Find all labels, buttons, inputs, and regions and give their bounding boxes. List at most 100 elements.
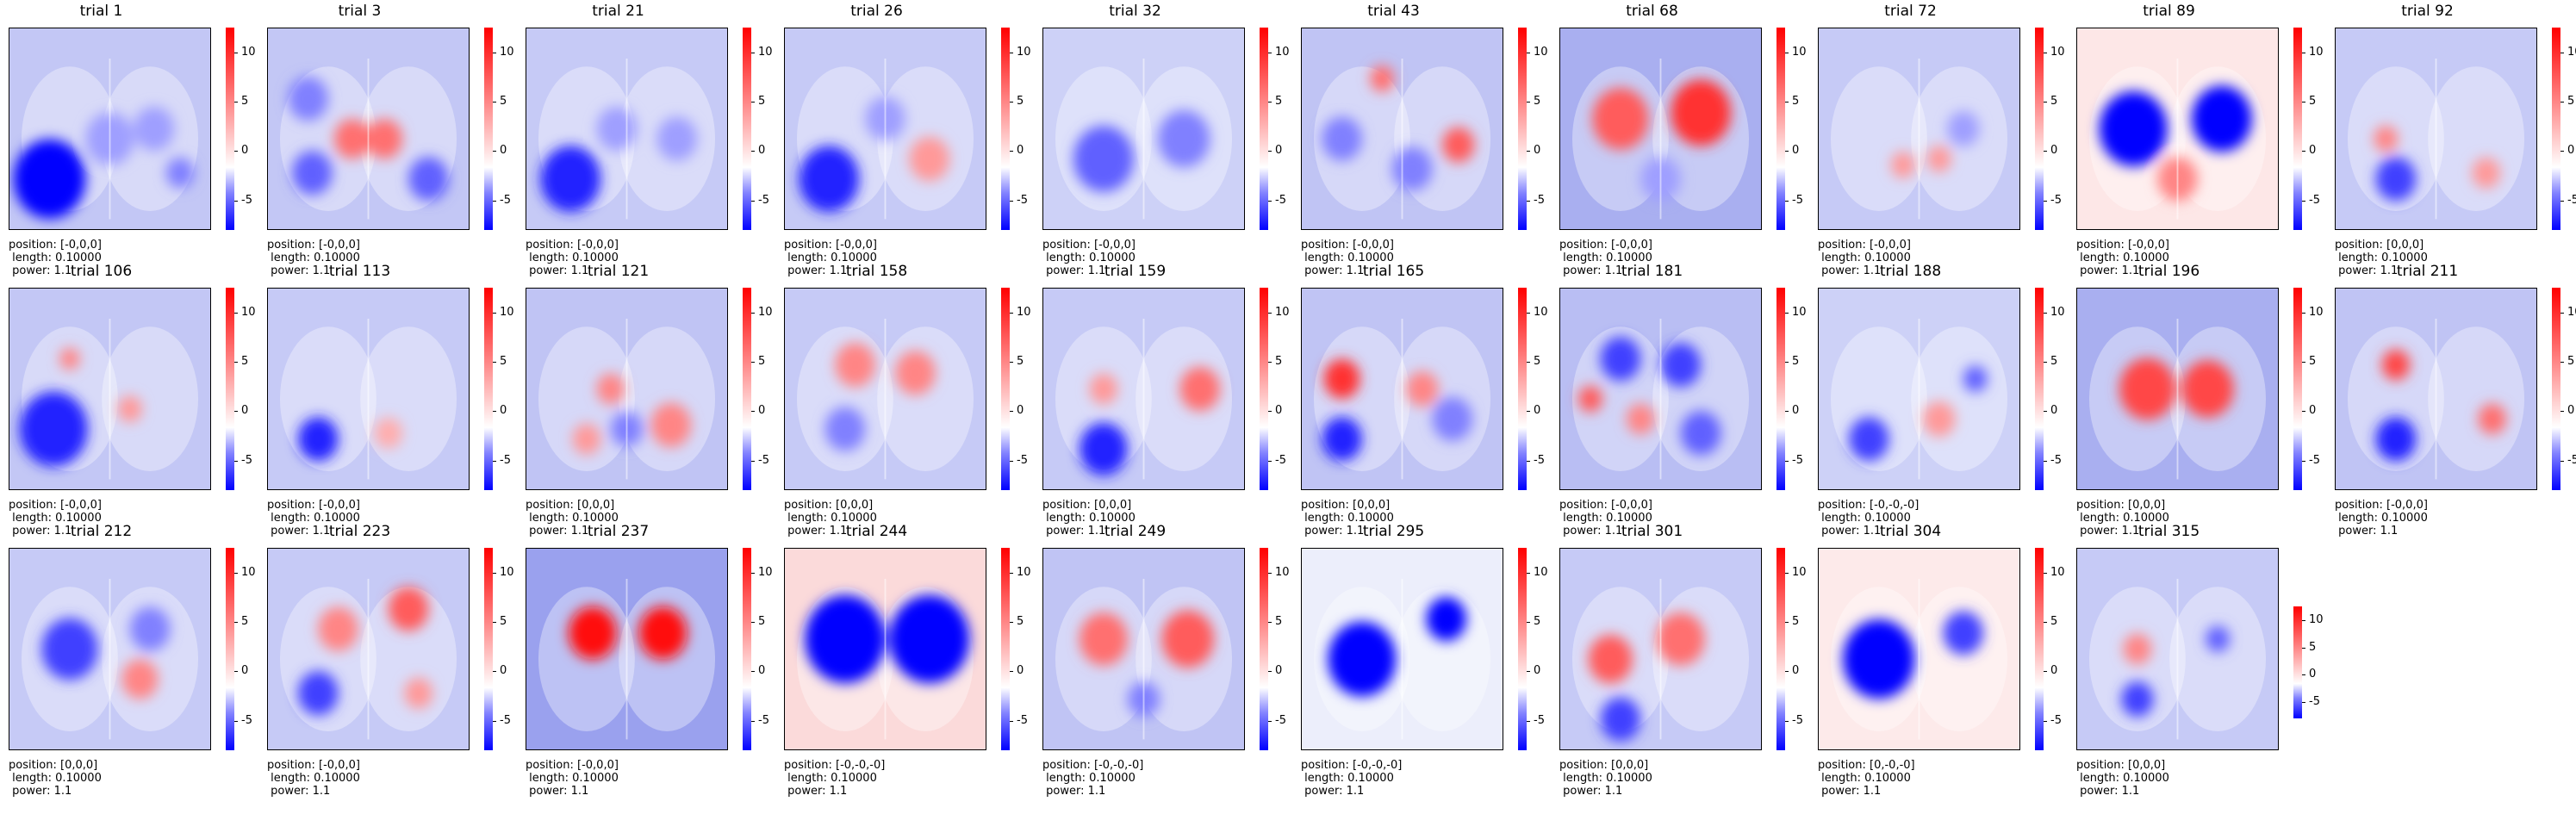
heatmap-panel: trial 32 10 5 0 -5 position: [-0,0,0] length:… xyxy=(1034,0,1292,277)
colorbar xyxy=(1260,548,1268,750)
activation-blob xyxy=(374,417,403,449)
colorbar-tick-label: 0 xyxy=(1268,405,1282,417)
colorbar-tick-label: 0 xyxy=(1010,145,1024,157)
colorbar-tick-label: 10 xyxy=(493,566,514,579)
colorbar-tick-label: 0 xyxy=(1527,665,1540,677)
trial-info: position: [0,0,0] length: 0.10000 power:… xyxy=(2076,759,2318,798)
colorbar-tick-label: -5 xyxy=(1268,714,1286,727)
trial-info: position: [-0,0,0] length: 0.10000 power… xyxy=(267,239,508,277)
hemisphere-right xyxy=(2169,587,2267,732)
activation-blob xyxy=(1600,697,1641,742)
activation-blob xyxy=(2121,681,2154,718)
heatmap-panel: trial 188 10 5 0 -5 position: [-0,-0,-0] leng… xyxy=(1809,260,2068,537)
activation-blob xyxy=(129,606,171,651)
colorbar-tick-label: 5 xyxy=(493,95,507,108)
activation-blob xyxy=(572,423,601,455)
info-position: position: [-0,0,0] xyxy=(267,499,360,512)
heatmap-panel: trial 106 10 5 0 -5 position: [-0,0,0] length… xyxy=(0,260,258,537)
colorbar-tick-label: 5 xyxy=(1785,615,1799,628)
colorbar-tick-label: 5 xyxy=(234,355,248,368)
colorbar xyxy=(2293,28,2302,230)
activation-blob xyxy=(596,106,638,152)
heatmap-image xyxy=(526,288,728,490)
colorbar-tick-label: 0 xyxy=(1268,145,1282,157)
activation-blob xyxy=(1322,417,1362,462)
trial-info: position: [-0,0,0] length: 0.10000 power… xyxy=(526,239,767,277)
panel-title: trial 223 xyxy=(328,523,391,540)
colorbar-tick-label: 0 xyxy=(493,665,507,677)
heatmap-panel: trial 295 10 5 0 -5 position: [-0,-0,-0] leng… xyxy=(1292,520,1551,798)
heatmap-panel: trial 244 10 5 0 -5 position: [-0,-0,-0] leng… xyxy=(775,520,1034,798)
info-length: length: 0.10000 xyxy=(1559,512,1652,525)
activation-blob xyxy=(2123,633,2152,665)
colorbar xyxy=(743,288,751,490)
activation-blob xyxy=(1370,65,1395,92)
info-power: power: 1.1 xyxy=(9,525,72,537)
activation-blob xyxy=(2375,417,2417,462)
hemisphere-right xyxy=(1394,587,1491,732)
colorbar xyxy=(1776,28,1785,230)
colorbar xyxy=(1518,28,1527,230)
activation-blob xyxy=(1680,411,1721,456)
heatmap-image xyxy=(1042,548,1245,750)
heatmap-image xyxy=(1301,28,1503,230)
activation-blob xyxy=(291,151,333,196)
panel-title: trial 26 xyxy=(850,3,903,20)
colorbar-tick-label: -5 xyxy=(1268,194,1286,207)
colorbar xyxy=(1776,548,1785,750)
heatmap-panel: trial 89 10 5 0 -5 position: [-0,0,0] length:… xyxy=(2068,0,2326,277)
info-position: position: [-0,0,0] xyxy=(9,499,102,512)
colorbar-tick-label: -5 xyxy=(1785,714,1803,727)
colorbar-tick-label: 10 xyxy=(493,306,514,319)
heatmap-panel: trial 196 10 5 0 -5 position: [0,0,0] length:… xyxy=(2068,260,2326,537)
heatmap-panel: trial 212 10 5 0 -5 position: [0,0,0] length:… xyxy=(0,520,258,798)
colorbar-tick-label: 0 xyxy=(493,145,507,157)
info-length: length: 0.10000 xyxy=(9,512,102,525)
colorbar-tick-label: 10 xyxy=(2044,566,2065,579)
heatmap-panel: trial 304 10 5 0 -5 position: [0,-0,-0] lengt… xyxy=(1809,520,2068,798)
activation-blob xyxy=(288,76,328,121)
colorbar-tick-label: 10 xyxy=(234,566,256,579)
activation-blob xyxy=(2478,403,2507,435)
colorbar xyxy=(2552,28,2560,230)
panel-title: trial 32 xyxy=(1109,3,1161,20)
info-position: position: [-0,0,0] xyxy=(1818,239,1911,252)
trial-info: position: [-0,0,0] length: 0.10000 power… xyxy=(267,759,508,798)
panel-title: trial 121 xyxy=(587,263,650,280)
activation-blob xyxy=(1926,146,1951,172)
info-position: position: [-0,0,0] xyxy=(1559,239,1652,252)
activation-blob xyxy=(638,606,688,660)
info-position: position: [0,-0,-0] xyxy=(1818,759,1915,772)
activation-blob xyxy=(656,116,698,161)
activation-blob xyxy=(1322,116,1362,161)
colorbar-tick-label: 0 xyxy=(234,405,248,417)
activation-blob xyxy=(1577,385,1602,413)
trial-info: position: [-0,0,0] length: 0.10000 power… xyxy=(9,239,250,277)
activation-blob xyxy=(388,587,429,631)
info-power: power: 1.1 xyxy=(1559,525,1623,537)
info-power: power: 1.1 xyxy=(784,785,848,798)
hemisphere-left xyxy=(538,326,635,472)
heatmap-panel: trial 159 10 5 0 -5 position: [0,0,0] length:… xyxy=(1034,260,1292,537)
panel-title: trial 188 xyxy=(1879,263,1942,280)
panel-title: trial 159 xyxy=(1104,263,1167,280)
panel-title: trial 165 xyxy=(1362,263,1425,280)
heatmap-image xyxy=(1042,28,1245,230)
trial-info: position: [-0,0,0] length: 0.10000 power… xyxy=(1301,239,1542,277)
heatmap-panel: trial 121 10 5 0 -5 position: [0,0,0] length:… xyxy=(517,260,775,537)
heatmap-image xyxy=(9,28,211,230)
colorbar-tick-label: 0 xyxy=(2044,405,2057,417)
panel-title: trial 211 xyxy=(2396,263,2459,280)
info-power: power: 1.1 xyxy=(9,785,72,798)
info-power: power: 1.1 xyxy=(1042,525,1106,537)
activation-blob xyxy=(1848,417,1889,462)
colorbar-tick-label: -5 xyxy=(1785,194,1803,207)
info-power: power: 1.1 xyxy=(9,264,72,277)
colorbar-tick-label: 5 xyxy=(2044,615,2057,628)
colorbar-tick-label: 5 xyxy=(2560,355,2574,368)
info-power: power: 1.1 xyxy=(526,525,589,537)
heatmap-image xyxy=(9,548,211,750)
colorbar-tick-label: -5 xyxy=(2302,695,2320,708)
activation-blob xyxy=(1890,152,1915,178)
